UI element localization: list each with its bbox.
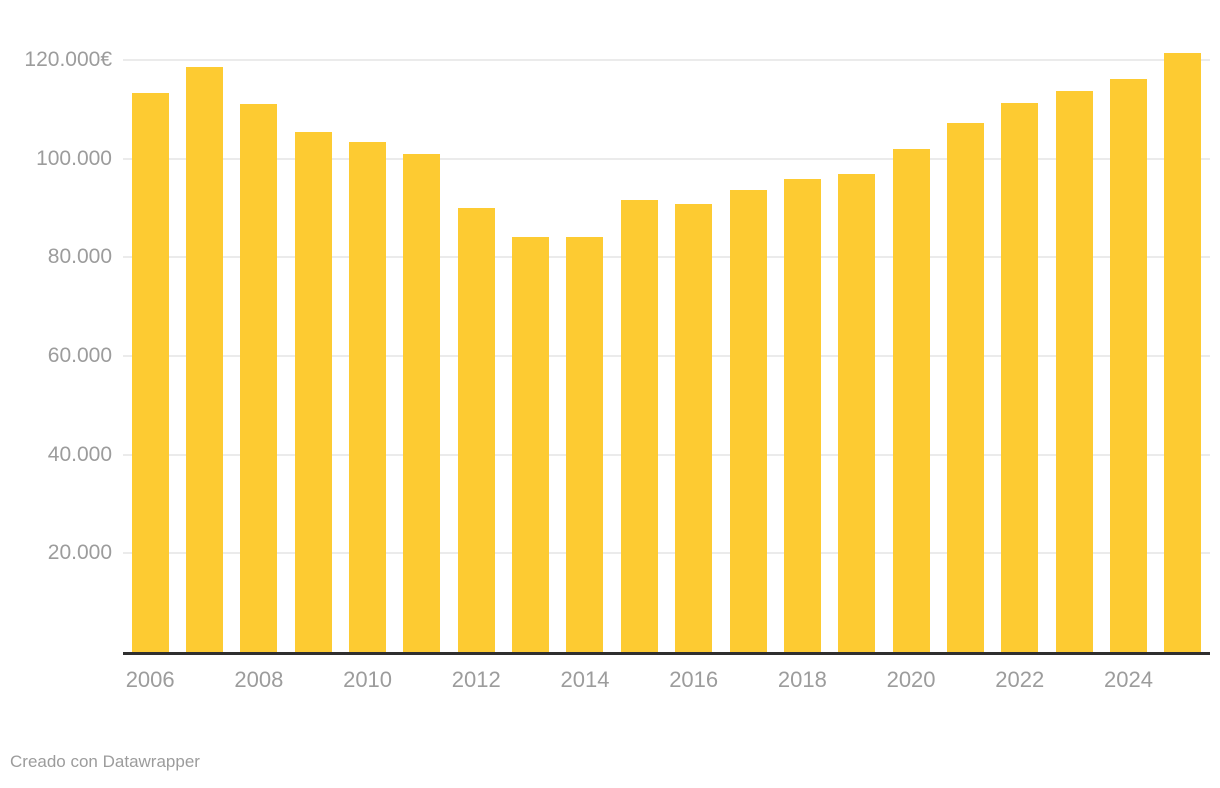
gridline (123, 256, 1210, 259)
gridline (123, 157, 1210, 160)
gridline (123, 453, 1210, 456)
x-axis-tick-label: 2012 (451, 667, 501, 692)
bar-2011 (403, 154, 441, 652)
gridline (123, 59, 1210, 62)
bar-2017 (729, 190, 767, 652)
x-axis-tick-label: 2014 (560, 667, 610, 692)
bar-2023 (1055, 91, 1093, 652)
x-axis-tick-label: 2016 (669, 667, 719, 692)
y-axis-tick-label: 40.000 (47, 442, 112, 466)
bar-2018 (783, 178, 821, 652)
bar-2020 (892, 148, 930, 652)
y-axis-tick-label: 20.000 (47, 541, 112, 565)
y-axis-tick-label: 100.000 (36, 146, 112, 170)
x-axis-tick-label: 2008 (234, 667, 284, 692)
bar-2015 (620, 199, 658, 652)
bar-2013 (512, 237, 550, 652)
y-axis-tick-label: 60.000 (47, 344, 112, 368)
bar-2009 (294, 131, 332, 652)
footer-credit: Creado con Datawrapper (10, 752, 200, 771)
x-axis-tick-label: 2022 (995, 667, 1045, 692)
bar-2014 (566, 237, 604, 652)
y-axis-tick-label: 120.000€ (24, 48, 112, 72)
gridline (123, 552, 1210, 555)
bar-2010 (349, 141, 387, 652)
bar-2022 (1001, 102, 1039, 652)
bar-2025 (1164, 52, 1202, 652)
bar-2007 (186, 66, 224, 652)
bar-2019 (838, 174, 876, 652)
x-axis-tick-label: 2010 (343, 667, 393, 692)
x-axis-tick-label: 2006 (125, 667, 175, 692)
bar-2021 (946, 123, 984, 652)
gridline (123, 355, 1210, 358)
bar-2006 (131, 92, 169, 652)
bar-2024 (1109, 79, 1147, 652)
x-axis-tick-label: 2020 (886, 667, 936, 692)
bar-2012 (457, 208, 495, 652)
x-axis-tick-label: 2018 (777, 667, 827, 692)
x-axis-tick-label: 2024 (1103, 667, 1153, 692)
y-axis-tick-label: 80.000 (47, 245, 112, 269)
bar-2016 (675, 203, 713, 652)
bar-2008 (240, 103, 278, 652)
x-axis-line (123, 652, 1210, 655)
